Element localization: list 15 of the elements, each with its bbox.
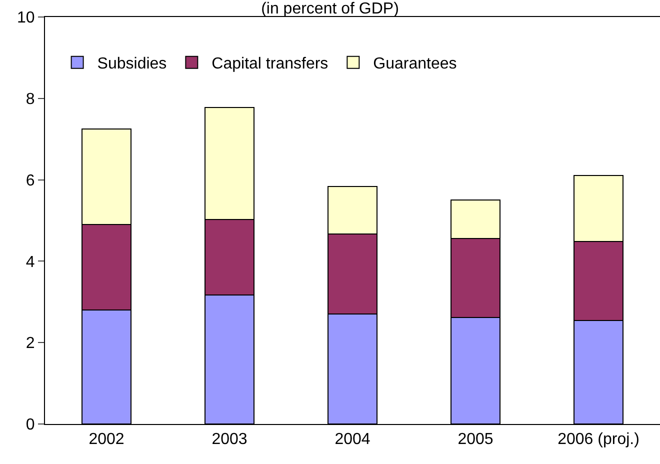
y-tick-label: 10 [17, 10, 35, 27]
x-tick-label: 2005 [458, 431, 494, 448]
y-tick-label: 4 [26, 254, 35, 271]
legend-label: Guarantees [373, 56, 457, 73]
x-tick-label: 2003 [212, 431, 248, 448]
y-tick-label: 2 [26, 335, 35, 352]
legend-label: Capital transfers [212, 56, 328, 73]
legend-label: Subsidies [97, 56, 167, 73]
chart-title: (in percent of GDP) [261, 0, 399, 18]
y-tick-label: 8 [26, 91, 35, 108]
y-tick-label: 6 [26, 172, 35, 190]
x-tick-label: 2004 [334, 431, 370, 448]
x-tick-label: 2006 (proj.) [558, 431, 640, 448]
y-tick-label: 0 [26, 416, 35, 434]
x-tick-label: 2002 [88, 431, 124, 448]
